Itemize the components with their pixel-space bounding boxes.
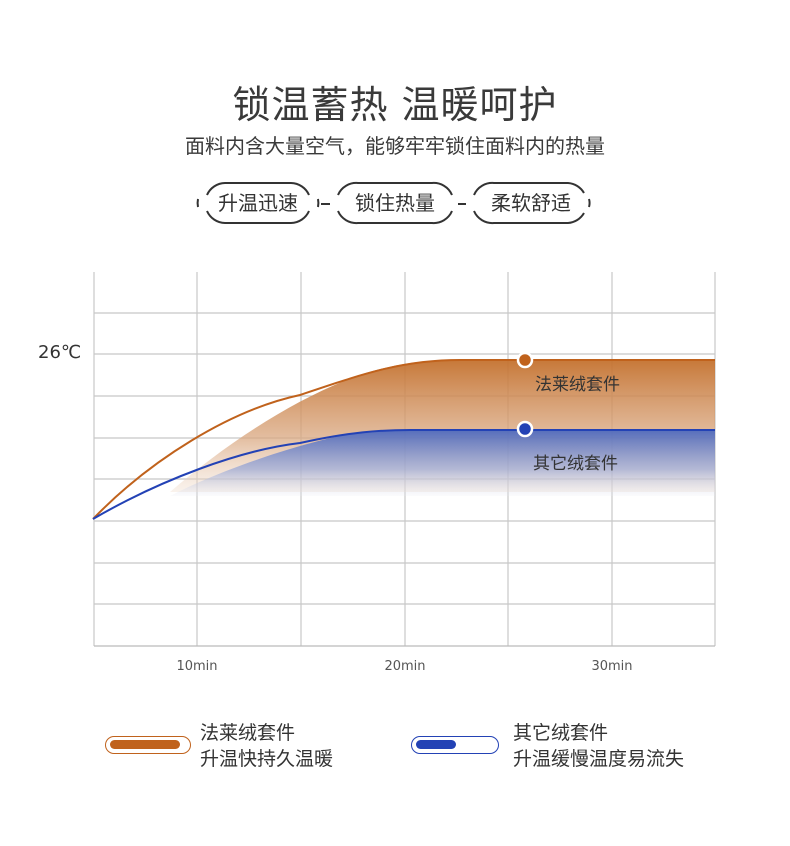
pill-outline [337,181,453,225]
blue-marker [516,420,534,438]
blue-area [170,430,715,496]
page-title: 锁温蓄热 温暖呵护 [232,83,558,127]
legend-bar-orange [110,740,180,749]
feature-pill-lock-heat: 锁住热量 [330,181,460,225]
x-axis-label-10min: 10min [176,659,218,674]
legend-swatch-orange [105,736,191,754]
y-axis-label-26c: 26℃ [38,342,82,363]
legend-desc-orange: 升温快持久温暖 [200,748,334,770]
orange-series-line [92,359,715,520]
series-label-orange: 法莱绒套件 [535,375,620,395]
feature-pill-fast-heating: 升温迅速 [193,181,323,225]
pill-outline [196,182,320,224]
x-axis-label-20min: 20min [384,659,426,674]
legend-item-blue: 其它绒套件 升温缓慢温度易流失 [513,720,684,772]
page-subtitle: 面料内含大量空气，能够牢牢锁住面料内的热量 [185,134,605,158]
legend-name-blue: 其它绒套件 [513,722,609,744]
x-axis-label-30min: 30min [591,659,633,674]
legend-desc-blue: 升温缓慢温度易流失 [513,748,685,770]
pill-outline [473,181,591,225]
pill-connectors [321,203,466,205]
temperature-chart [92,272,716,647]
feature-pills: 升温迅速 锁住热量 柔软舒适 [190,181,600,227]
feature-pill-soft-comfort: 柔软舒适 [466,181,596,225]
orange-marker [516,351,534,369]
series-label-blue: 其它绒套件 [533,454,618,474]
legend-bar-blue [416,740,456,749]
legend-swatch-blue [411,736,499,754]
legend-name-orange: 法莱绒套件 [200,722,296,744]
legend-item-orange: 法莱绒套件 升温快持久温暖 [200,720,333,772]
blue-series-line [92,429,715,520]
